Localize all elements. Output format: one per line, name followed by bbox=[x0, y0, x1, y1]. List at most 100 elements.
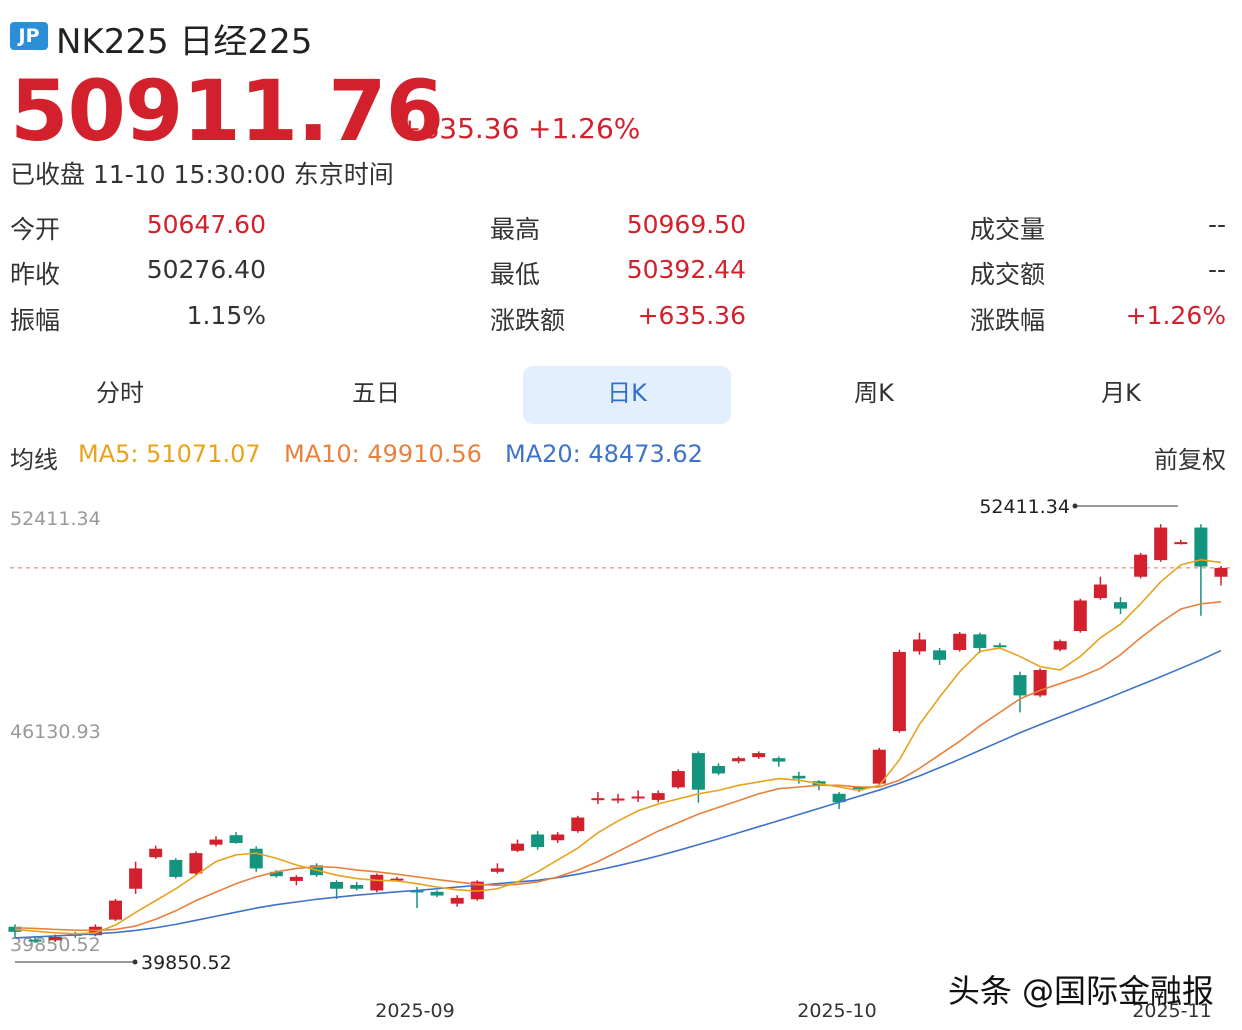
candle-body bbox=[973, 634, 987, 648]
candle-body bbox=[1073, 600, 1087, 631]
ma5-value: MA5: 51071.07 bbox=[78, 440, 261, 468]
ma-label: 均线 bbox=[10, 446, 58, 474]
candle-body bbox=[229, 835, 243, 843]
stat-value: +635.36 bbox=[637, 301, 746, 330]
candle-body bbox=[691, 753, 705, 790]
stat-value: -- bbox=[1207, 210, 1226, 239]
candle-body bbox=[390, 878, 404, 881]
candle-body bbox=[671, 771, 685, 788]
ma10-line bbox=[14, 601, 1222, 932]
candle-body bbox=[732, 758, 746, 762]
stat-label: 昨收 bbox=[10, 260, 61, 289]
candle-body bbox=[1134, 554, 1148, 577]
candle-body bbox=[48, 936, 62, 941]
min-marker-label: 39850.52 bbox=[141, 952, 232, 974]
stat-label: 成交额 bbox=[970, 260, 1046, 289]
candle-body bbox=[289, 876, 303, 881]
last-price: 50911.76 bbox=[10, 62, 444, 160]
candle-body bbox=[490, 868, 504, 872]
candle-body bbox=[712, 765, 725, 774]
candle-body bbox=[430, 891, 444, 896]
tab-five-day[interactable]: 五日 bbox=[352, 379, 400, 407]
candle-body bbox=[772, 758, 786, 762]
stat-value: 50276.40 bbox=[146, 255, 266, 284]
x-axis-label: 2025-10 bbox=[797, 1000, 876, 1022]
candle-body bbox=[511, 843, 524, 851]
ma20-value: MA20: 48473.62 bbox=[505, 440, 703, 468]
candle-body bbox=[8, 926, 22, 932]
candle-body bbox=[611, 798, 625, 801]
candle-body bbox=[249, 848, 263, 869]
candle-body bbox=[953, 633, 967, 650]
candle-body bbox=[1053, 641, 1067, 650]
stat-label: 振幅 bbox=[10, 306, 61, 335]
candle-body bbox=[28, 939, 42, 942]
tab-monthly-k[interactable]: 月K bbox=[1101, 379, 1141, 407]
candle-body bbox=[109, 900, 122, 920]
x-axis-label: 2025-11 bbox=[1132, 1000, 1211, 1022]
candlestick-chart: 52411.34 46130.93 39850.52 52411.34 39850.52… bbox=[8, 496, 1230, 1022]
candle-body bbox=[1013, 675, 1027, 696]
y-axis-label: 52411.34 bbox=[10, 508, 101, 530]
candle-body bbox=[450, 897, 464, 904]
tab-minute[interactable]: 分时 bbox=[96, 379, 144, 407]
candle-body bbox=[913, 639, 926, 652]
adjust-toggle[interactable]: 前复权 bbox=[1154, 446, 1226, 474]
index-title: NK225 日经225 bbox=[56, 22, 313, 62]
candle-body bbox=[933, 650, 947, 660]
candle-body bbox=[149, 848, 163, 858]
x-axis-label: 2025-09 bbox=[375, 1000, 454, 1022]
candle-body bbox=[892, 652, 906, 732]
stat-value: 50969.50 bbox=[626, 210, 746, 239]
ma20-line bbox=[14, 649, 1222, 939]
candle-body bbox=[1114, 602, 1127, 609]
candle-body bbox=[852, 787, 866, 790]
stat-value: +1.26% bbox=[1125, 301, 1226, 330]
stat-value: 1.15% bbox=[186, 301, 266, 330]
stat-value: -- bbox=[1207, 255, 1226, 284]
market-status: 已收盘 11-10 15:30:00 东京时间 bbox=[10, 160, 394, 189]
candle-body bbox=[1154, 527, 1168, 561]
stat-label: 涨跌幅 bbox=[970, 306, 1046, 335]
stat-value: 50647.60 bbox=[146, 210, 266, 239]
max-marker-dot bbox=[1072, 503, 1078, 509]
candle-body bbox=[169, 859, 183, 877]
price-change: +635.36 bbox=[398, 112, 520, 145]
candle-body bbox=[1194, 527, 1208, 567]
candle-body bbox=[1093, 584, 1107, 599]
stat-label: 最低 bbox=[490, 260, 541, 289]
candle-body bbox=[1214, 567, 1228, 577]
y-axis-label: 46130.93 bbox=[10, 721, 101, 743]
candle-body bbox=[872, 749, 886, 784]
candle-body bbox=[551, 834, 565, 841]
ma10-value: MA10: 49910.56 bbox=[284, 440, 482, 468]
stat-label: 今开 bbox=[10, 215, 61, 244]
candle-body bbox=[792, 775, 806, 779]
candle-body bbox=[752, 753, 766, 758]
candle-body bbox=[410, 890, 424, 893]
tab-weekly-k[interactable]: 周K bbox=[854, 379, 894, 407]
stat-label: 最高 bbox=[490, 215, 541, 244]
price-change-pct: +1.26% bbox=[528, 112, 641, 145]
candle-body bbox=[1174, 542, 1188, 545]
ma5-line bbox=[14, 558, 1222, 935]
candle-body bbox=[129, 868, 143, 889]
max-marker-label: 52411.34 bbox=[979, 496, 1070, 518]
stat-value: 50392.44 bbox=[626, 255, 746, 284]
candle-body bbox=[370, 874, 384, 891]
candle-body bbox=[330, 881, 344, 889]
watermark: 头条 @国际金融报 bbox=[947, 972, 1214, 1010]
candle-body bbox=[531, 834, 545, 848]
candle-body bbox=[209, 839, 223, 845]
candle-body bbox=[832, 793, 846, 803]
candle-body bbox=[350, 885, 364, 889]
tab-daily-k[interactable]: 日K bbox=[523, 366, 731, 424]
stat-label: 涨跌额 bbox=[490, 306, 566, 335]
candle-body bbox=[993, 645, 1007, 648]
candle-body bbox=[269, 871, 283, 877]
candle-body bbox=[571, 817, 585, 832]
candle-body bbox=[631, 796, 645, 799]
y-axis-label: 39850.52 bbox=[10, 934, 101, 956]
min-marker-dot bbox=[132, 959, 138, 965]
candle-body bbox=[651, 793, 665, 800]
